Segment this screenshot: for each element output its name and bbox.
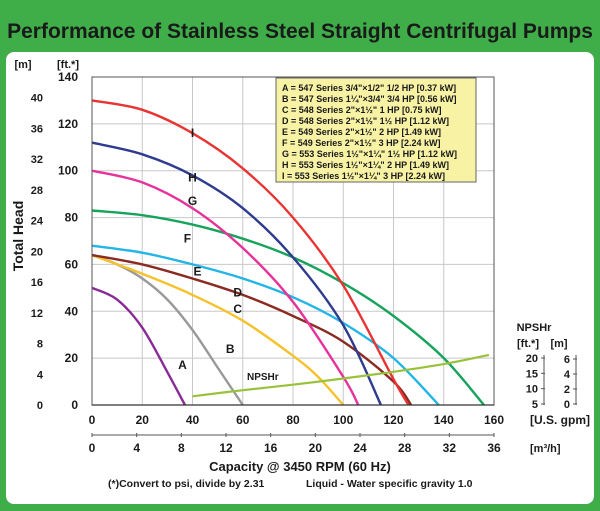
legend-item: D = 548 Series 2"×1½" 1½ HP [1.12 kW] <box>282 116 449 126</box>
x2-tick-label: 24 <box>353 441 367 455</box>
curve-label-d: D <box>233 286 242 300</box>
npshr-curve <box>192 353 490 398</box>
x-axis-unit: [U.S. gpm] <box>530 413 590 427</box>
npshr-axis-label: NPSHr <box>517 322 553 334</box>
curve-label-c: C <box>233 302 242 316</box>
pump-curves <box>91 99 485 406</box>
npshr-ft-tick-label: 15 <box>526 368 538 380</box>
curve-a <box>91 286 187 406</box>
npshr-ft-unit: [ft.*] <box>517 338 539 350</box>
axes: 0 20 40 60 80 100 120 140 1600204060801001201400… <box>31 70 577 455</box>
x2-tick-label: 16 <box>264 441 278 455</box>
x-tick-label: 40 <box>186 413 200 427</box>
npshr-m-tick-label: 2 <box>564 384 570 396</box>
legend-item: E = 549 Series 2"×1½" 2 HP [1.49 kW] <box>282 127 441 137</box>
x-tick-label: 120 <box>383 413 403 427</box>
curve-e <box>91 244 440 406</box>
curve-label-b: B <box>226 342 235 356</box>
x-tick-label: 140 <box>434 413 454 427</box>
y2-tick-label: 28 <box>31 185 43 197</box>
legend-box <box>275 77 477 183</box>
x2-tick-label: 0 <box>89 441 96 455</box>
npshr-curve-label: NPSHr <box>247 372 279 383</box>
curve-c <box>91 253 345 406</box>
x2-tick-label: 20 <box>309 441 323 455</box>
y2-tick-label: 0 <box>37 400 43 412</box>
x-tick-label: 60 <box>236 413 250 427</box>
y-tick-label: 100 <box>58 164 78 178</box>
legend-item: H = 553 Series 1½"×1¼" 2 HP [1.49 kW] <box>282 160 449 170</box>
x2-tick-label: 32 <box>443 441 457 455</box>
curve-label-e: E <box>194 264 202 278</box>
x2-tick-label: 36 <box>487 441 501 455</box>
footnote-right: Liquid - Water specific gravity 1.0 <box>306 478 473 490</box>
y-tick-label: 120 <box>58 117 78 131</box>
y-tick-label: 40 <box>65 304 79 318</box>
npshr-m-tick-label: 4 <box>564 369 571 381</box>
chart-title: Performance of Stainless Steel Straight … <box>7 20 593 43</box>
y2-tick-label: 12 <box>31 308 43 320</box>
curve-labels: A B CD E F GH I NPSHr <box>178 126 279 383</box>
x2-tick-label: 12 <box>219 441 233 455</box>
curve-i <box>91 99 410 406</box>
x-axis-title: Capacity @ 3450 RPM (60 Hz) <box>209 459 391 474</box>
y-tick-label: 20 <box>65 351 79 365</box>
npshr-m-tick-label: 0 <box>564 399 570 411</box>
x2-axis-unit: [m³/h] <box>530 443 561 455</box>
y2-tick-label: 4 <box>37 369 44 381</box>
curve-label-f: F <box>184 232 191 246</box>
curve-g <box>91 169 360 406</box>
legend-item: I = 553 Series 1½"×1¼" 3 HP [2.24 kW] <box>282 171 445 181</box>
curve-label-i: I <box>191 126 194 140</box>
curve-d <box>91 253 413 406</box>
curve-label-a: A <box>178 358 187 372</box>
x-tick-label: 100 <box>333 413 353 427</box>
y-axis-title: Total Head <box>10 201 26 272</box>
curve-label-g: G <box>188 194 197 208</box>
y-tick-label: 140 <box>58 70 78 84</box>
curve-h <box>91 141 382 406</box>
x-tick-label: 20 <box>136 413 150 427</box>
y2-axis-unit: [m] <box>14 59 31 71</box>
y2-tick-label: 20 <box>31 246 43 258</box>
legend-item: C = 548 Series 2"×1½" 1 HP [0.75 kW] <box>282 105 441 115</box>
y2-tick-label: 40 <box>31 93 43 105</box>
legend-item: B = 547 Series 1¼"×3/4" 3/4 HP [0.56 kW] <box>282 94 456 104</box>
curve-label-h: H <box>188 171 197 185</box>
x2-tick-label: 4 <box>133 441 140 455</box>
legend-items: A = 547 Series 3/4"×1/2" 1/2 HP [0.37 kW… <box>282 83 457 181</box>
npshr-ft-tick-label: 5 <box>532 399 538 411</box>
y2-tick-label: 16 <box>31 277 43 289</box>
y-axis-unit: [ft.*] <box>57 59 79 71</box>
npshr-m-unit: [m] <box>550 338 567 350</box>
y2-tick-label: 36 <box>31 123 43 135</box>
npshr-line <box>192 353 490 398</box>
legend-item: F = 549 Series 2"×1½" 3 HP [2.24 kW] <box>282 138 440 148</box>
legend: A = 547 Series 3/4"×1/2" 1/2 HP [0.37 kW… <box>275 77 477 183</box>
y2-tick-label: 8 <box>37 339 43 351</box>
x-tick-label: 0 <box>89 413 96 427</box>
npshr-m-tick-label: 6 <box>564 354 570 366</box>
legend-item: G = 553 Series 1½"×1¼" 1½ HP [1.12 kW] <box>282 149 457 159</box>
y2-tick-label: 32 <box>31 154 43 166</box>
y-tick-label: 0 <box>71 398 78 412</box>
x-tick-label: 80 <box>286 413 300 427</box>
footnote-left: (*)Convert to psi, divide by 2.31 <box>108 478 265 490</box>
y-tick-label: 80 <box>65 211 79 225</box>
x2-tick-label: 28 <box>398 441 412 455</box>
y2-tick-label: 24 <box>31 216 44 228</box>
x-tick-label: 160 <box>484 413 504 427</box>
npshr-ft-tick-label: 10 <box>526 384 538 396</box>
legend-item: A = 547 Series 3/4"×1/2" 1/2 HP [0.37 kW… <box>282 83 456 93</box>
npshr-ft-tick-label: 20 <box>526 353 538 365</box>
x2-tick-label: 8 <box>178 441 185 455</box>
y-tick-label: 60 <box>65 257 79 271</box>
